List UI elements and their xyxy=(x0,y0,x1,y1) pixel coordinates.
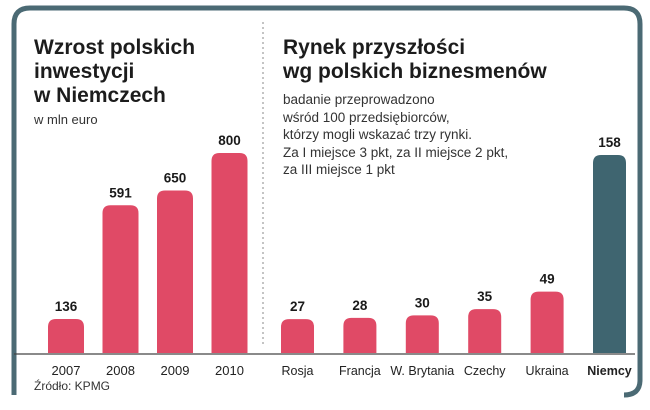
bar-2010 xyxy=(211,153,248,353)
note-line: wśród 100 przedsiębiorców, xyxy=(283,109,450,125)
bar-w-brytania xyxy=(405,315,439,353)
note-line: za III miejsce 1 pkt xyxy=(283,162,395,177)
bar-rosja xyxy=(281,319,314,353)
bar-ukraina xyxy=(530,291,564,353)
bar-francja xyxy=(343,317,377,353)
investment-chart-title: Wzrost polskich inwestycji w Niemczech xyxy=(34,36,195,108)
investment-title-line: Wzrost polskich xyxy=(34,36,196,59)
category-label: Ukraina xyxy=(526,364,569,378)
category-label: Niemcy xyxy=(587,364,632,378)
market-title-line: Rynek przyszłości xyxy=(283,36,466,59)
note-line: badanie przeprowadzono xyxy=(283,92,435,107)
category-label: 2010 xyxy=(215,363,244,378)
note-line: którzy mogli wskazać trzy rynki. xyxy=(283,127,473,142)
value-label: 136 xyxy=(55,299,78,314)
category-label: 2008 xyxy=(106,363,135,378)
market-title-line: wg polskich biznesmenów xyxy=(283,60,547,83)
value-label: 591 xyxy=(109,185,132,200)
value-label: 30 xyxy=(415,295,430,310)
value-label: 800 xyxy=(218,133,241,148)
bar-2007 xyxy=(48,319,84,353)
market-chart: 27 Rosja 28 Francja 30 W. Brytania 35 Czechy 49 U… xyxy=(281,135,632,378)
category-label: Rosja xyxy=(282,364,314,378)
note-line: Za I miejsce 3 pkt, za II miejsce 2 pkt, xyxy=(283,144,509,160)
source-note: Źródło: KPMG xyxy=(34,379,111,393)
category-label: 2007 xyxy=(52,363,81,378)
category-label: Francja xyxy=(339,364,381,378)
bar-2008 xyxy=(102,205,139,353)
value-label: 35 xyxy=(477,289,493,304)
frame-border xyxy=(11,5,643,398)
bar-niemcy xyxy=(593,155,626,353)
value-label: 27 xyxy=(290,299,305,314)
investment-title-line: w Niemczech xyxy=(34,84,166,107)
unit-label: w mln euro xyxy=(34,112,98,127)
category-label: Czechy xyxy=(464,364,506,378)
value-label: 49 xyxy=(540,272,555,287)
category-label: 2009 xyxy=(161,363,190,378)
category-label: W. Brytania xyxy=(390,364,454,378)
value-label: 158 xyxy=(598,135,621,150)
survey-note: badanie przeprowadzono wśród 100 przedsi… xyxy=(283,91,508,179)
value-label: 650 xyxy=(164,171,187,186)
value-label: 28 xyxy=(352,298,368,313)
market-chart-title: Rynek przyszłości wg polskich biznesmenó… xyxy=(283,36,547,84)
bar-2009 xyxy=(157,190,193,353)
investment-title-line: inwestycji xyxy=(34,60,135,83)
bar-czechy xyxy=(468,309,502,353)
investment-chart: 136 2007 591 2008 650 2009 800 2010 xyxy=(48,133,248,378)
